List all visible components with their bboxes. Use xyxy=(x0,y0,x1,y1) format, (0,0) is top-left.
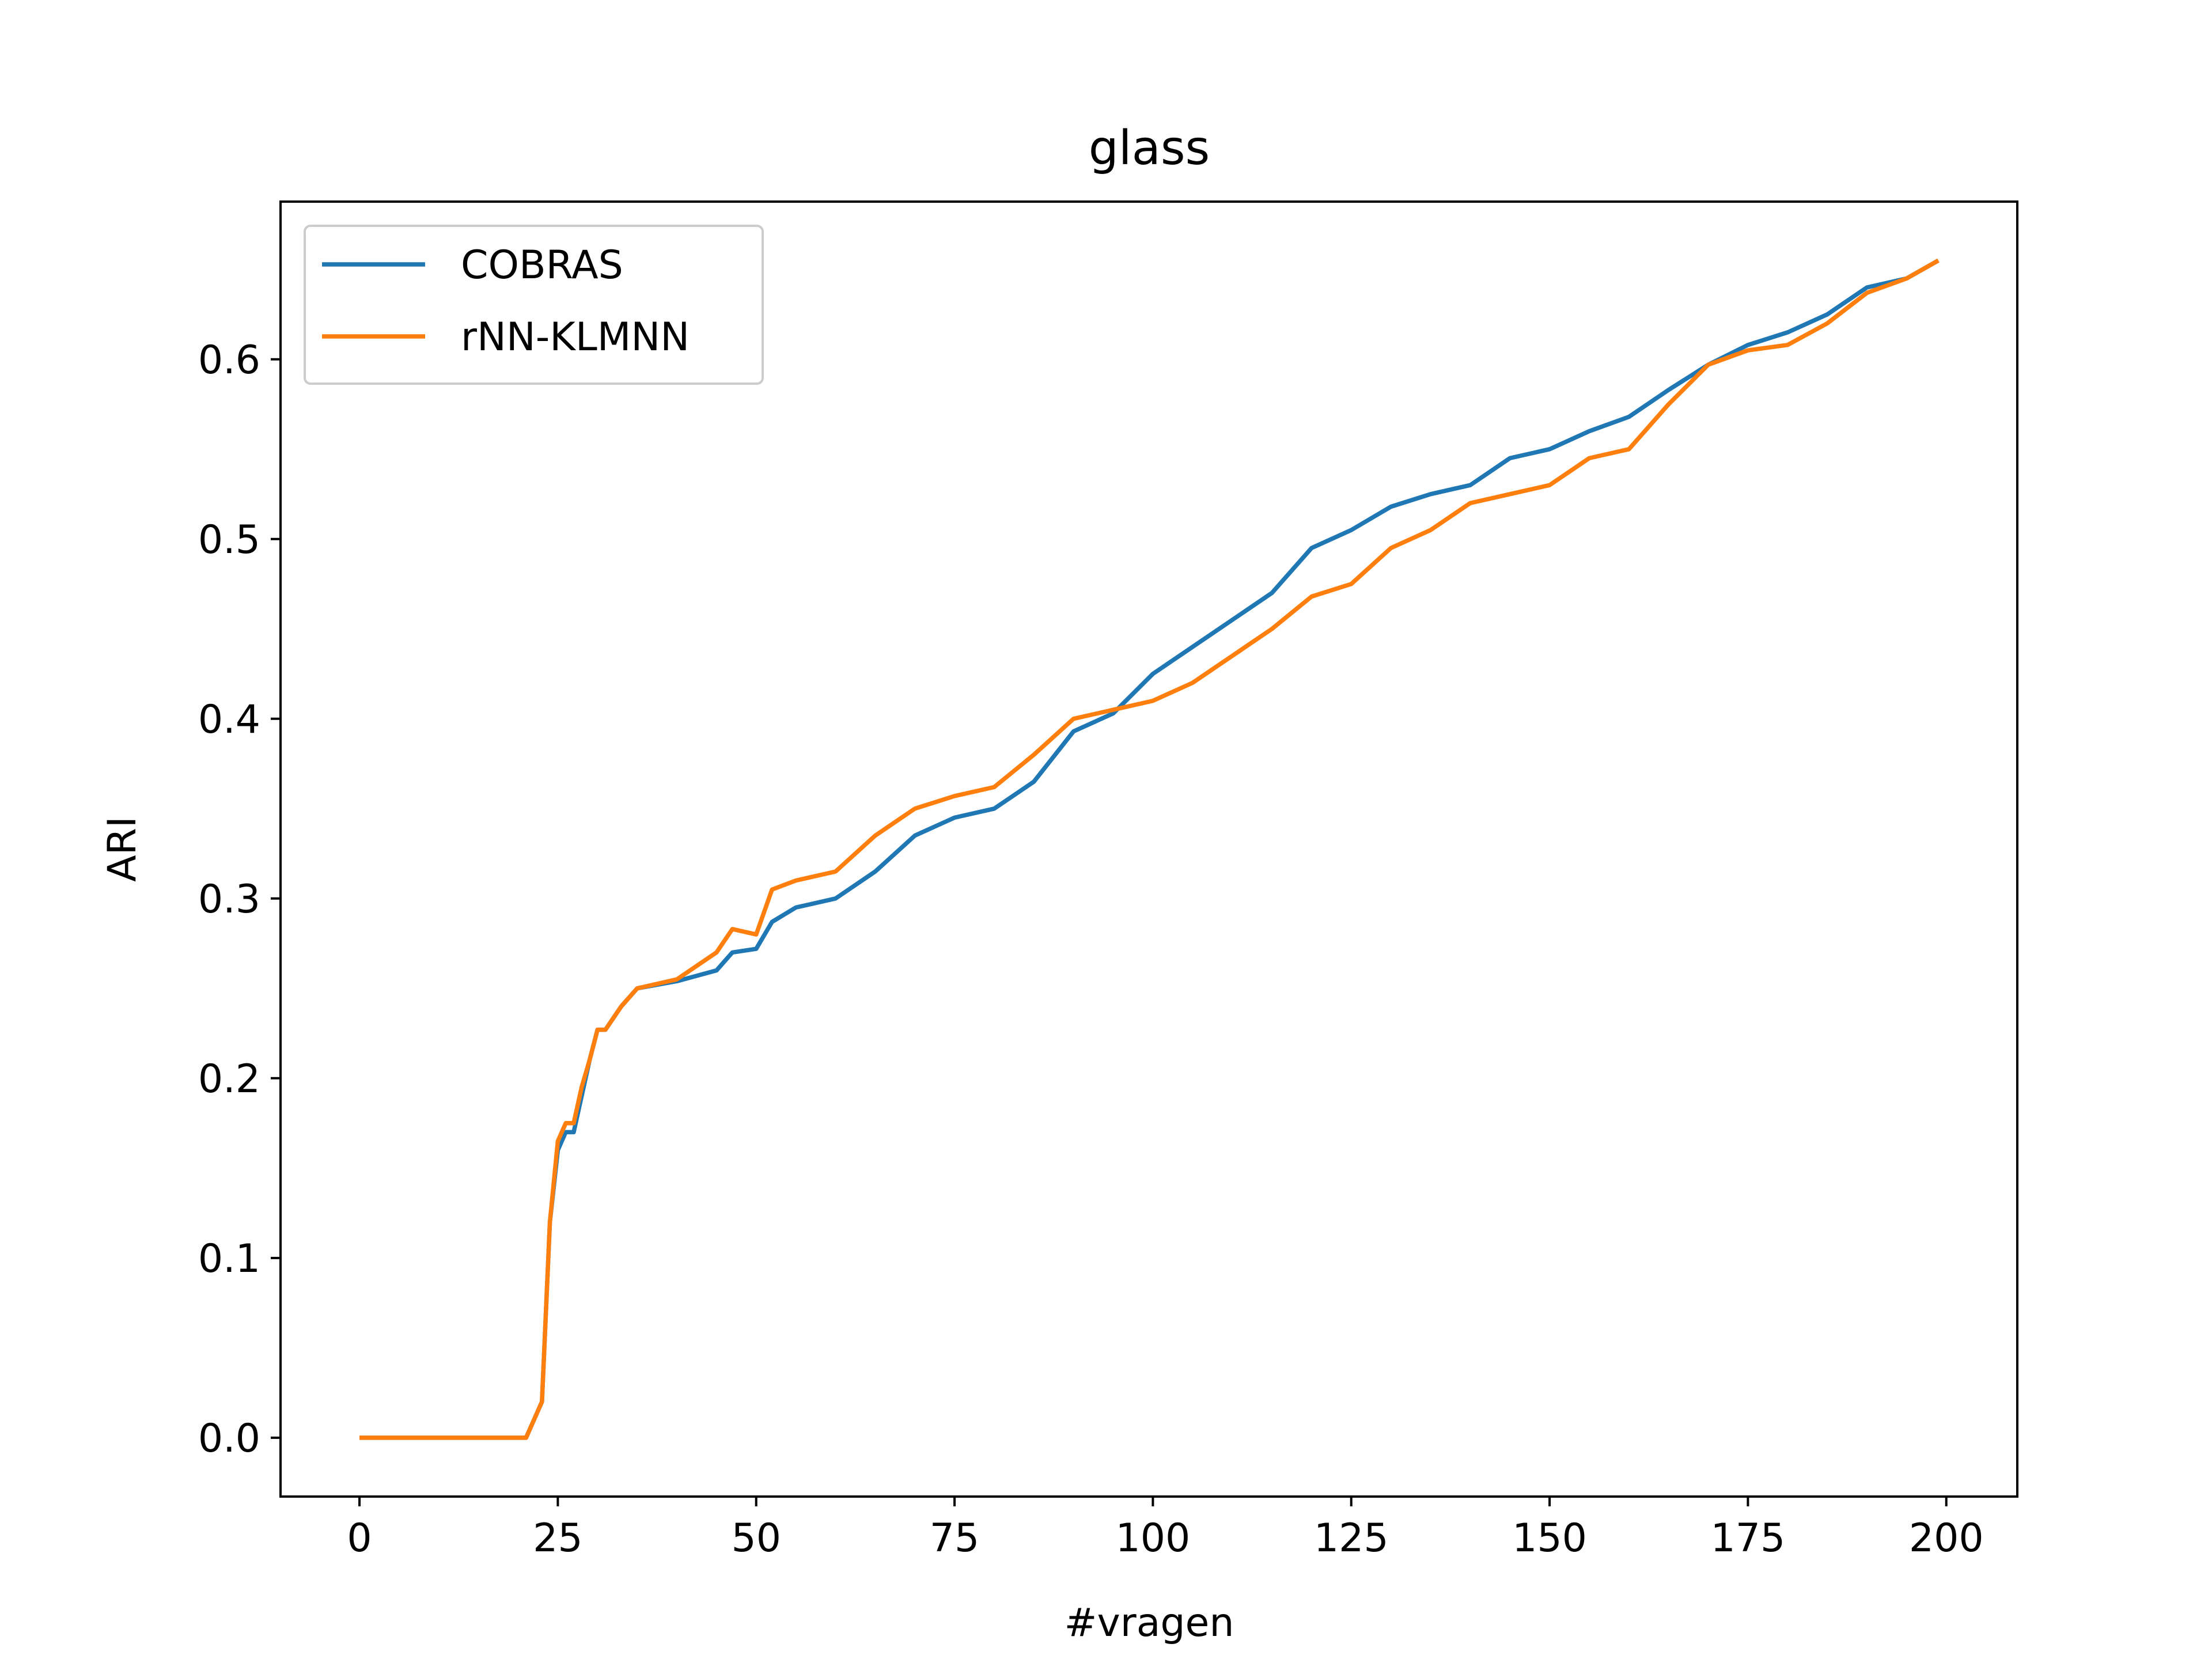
plot-frame xyxy=(279,200,2018,1498)
y-tick-label: 0.6 xyxy=(198,338,260,383)
y-tick-label: 0.5 xyxy=(198,517,260,563)
y-tick-label: 0.2 xyxy=(198,1056,260,1102)
x-tick-label: 75 xyxy=(930,1516,980,1561)
x-tick-label: 125 xyxy=(1314,1516,1389,1561)
y-tick-label: 0.4 xyxy=(198,697,260,743)
x-tick-label: 200 xyxy=(1909,1516,1984,1561)
x-tick-label: 50 xyxy=(731,1516,781,1561)
y-tick-label: 0.3 xyxy=(198,877,260,922)
y-axis-label: ARI xyxy=(100,816,145,882)
x-tick-label: 0 xyxy=(347,1516,372,1561)
y-tick-label: 0.1 xyxy=(198,1236,260,1282)
x-tick-label: 150 xyxy=(1512,1516,1587,1561)
x-tick-label: 25 xyxy=(533,1516,583,1561)
chart-title: glass xyxy=(1089,121,1210,176)
x-tick-label: 175 xyxy=(1710,1516,1785,1561)
legend-label: COBRAS xyxy=(461,243,623,288)
y-tick-label: 0.0 xyxy=(198,1416,260,1461)
legend-label: rNN-KLMNN xyxy=(461,315,690,360)
x-axis-label: #vragen xyxy=(1065,1600,1234,1646)
series-line xyxy=(359,258,1940,1440)
x-tick-label: 100 xyxy=(1115,1516,1190,1561)
